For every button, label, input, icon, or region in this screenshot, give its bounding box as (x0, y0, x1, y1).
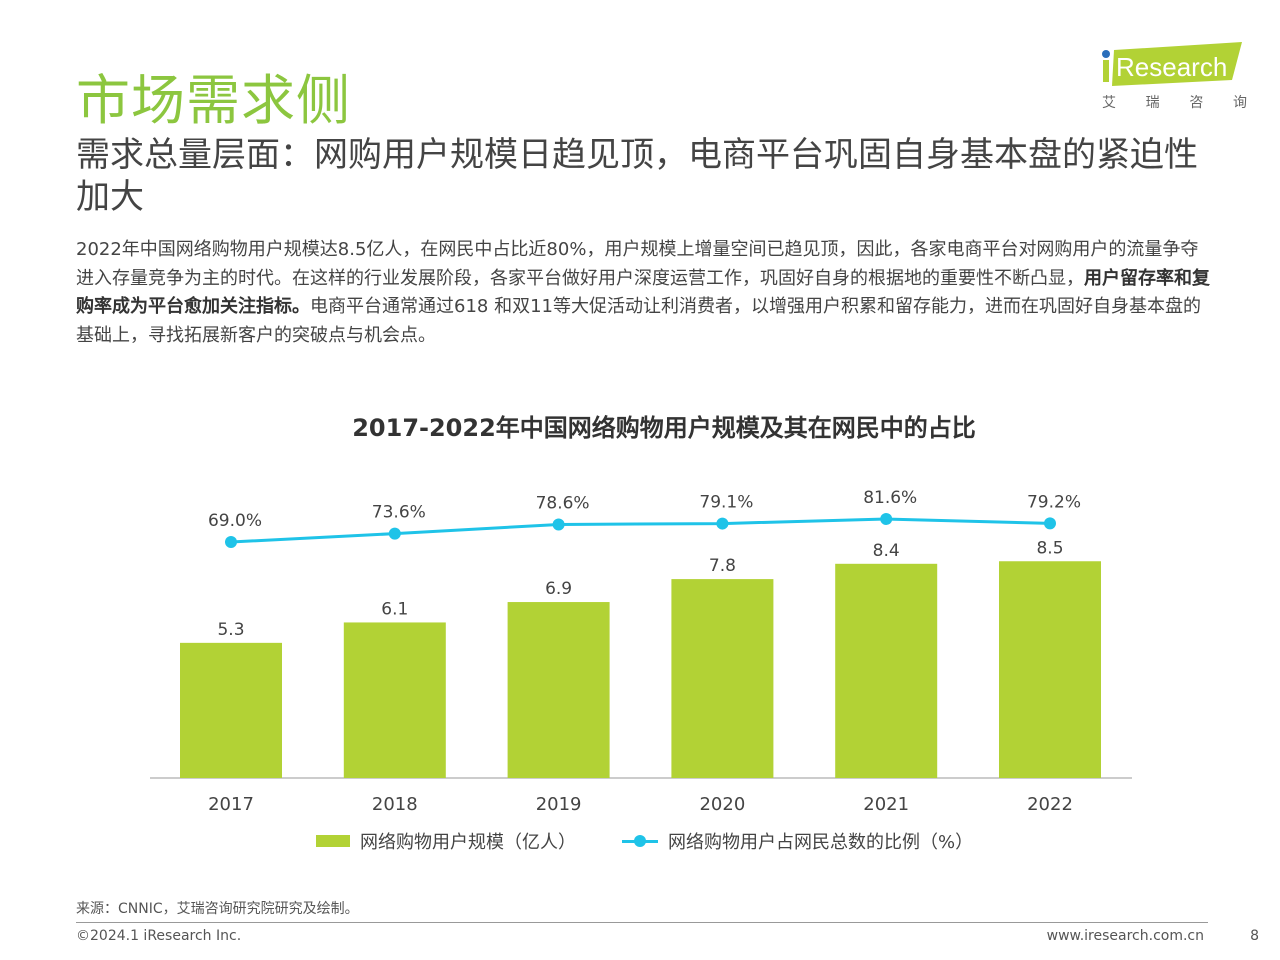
body-text-part: 电商平台通常通过618 和双11等大促活动让利消费者，以增强用户积累和留存能力，… (76, 296, 1201, 346)
bar (999, 561, 1101, 778)
source-note: 来源：CNNIC，艾瑞咨询研究院研究及绘制。 (76, 901, 359, 917)
x-tick-label: 2021 (863, 794, 909, 815)
logo-char: 瑞 (1145, 95, 1160, 111)
bar (835, 563, 938, 778)
bar (343, 622, 446, 778)
chart-title: 2017-2022年中国网络购物用户规模及其在网民中的占比 (352, 414, 976, 442)
page-subtitle: 需求总量层面：网购用户规模日趋见顶，电商平台巩固自身基本盘的紧迫性加大 (76, 135, 1198, 217)
page-number: 8 (1250, 928, 1259, 944)
footer-divider (76, 922, 1208, 923)
legend-line: 网络购物用户占网民总数的比例（%） (622, 828, 973, 854)
line-point (225, 536, 237, 548)
x-tick-label: 2020 (699, 794, 745, 815)
logo-char: 询 (1232, 95, 1247, 111)
line-label: 79.1% (699, 493, 753, 513)
page-title: 市场需求侧 (76, 69, 351, 132)
line-point (1044, 517, 1056, 530)
x-tick-label: 2022 (1027, 794, 1073, 815)
legend-bar: 网络购物用户规模（亿人） (316, 828, 576, 854)
line-label: 69.0% (208, 511, 262, 531)
line-point (552, 518, 565, 531)
legend-bar-swatch (316, 835, 350, 847)
bar-label: 8.5 (1036, 538, 1063, 558)
line-label: 81.6% (863, 488, 917, 508)
iresearch-logo: Research (1102, 42, 1242, 86)
x-tick-label: 2018 (372, 794, 418, 815)
line-point (388, 527, 401, 540)
bar (180, 642, 282, 778)
bar-label: 5.3 (217, 620, 244, 640)
copyright: ©2024.1 iResearch Inc. (76, 928, 242, 944)
website-link[interactable]: www.iresearch.com.cn (1046, 928, 1204, 944)
body-text-bold: 用户留存率和复购率成为平台愈加关注指标。 (76, 267, 1210, 318)
logo-chinese: 艾 瑞 咨 询 (1102, 92, 1247, 112)
bar-label: 7.8 (709, 556, 736, 576)
bar (671, 579, 774, 778)
line-label: 78.6% (536, 493, 590, 513)
bar (507, 602, 610, 778)
bar-label: 6.1 (381, 599, 408, 619)
body-text-part: 2022年中国网络购物用户规模达8.5亿人，在网民中占比近80%，用户规模上增量… (76, 239, 1199, 289)
bar-label: 8.4 (873, 541, 900, 561)
legend-bar-label: 网络购物用户规模（亿人） (360, 832, 576, 853)
legend-line-label: 网络购物用户占网民总数的比例（%） (668, 832, 974, 853)
legend-line-swatch (622, 834, 658, 847)
svg-text:Research: Research (1116, 52, 1227, 82)
line-point (880, 513, 893, 526)
x-tick-label: 2019 (536, 794, 582, 815)
body-text: 2022年中国网络购物用户规模达8.5亿人，在网民中占比近80%，用户规模上增量… (76, 236, 1216, 350)
logo-char: 咨 (1189, 95, 1204, 111)
line-label: 79.2% (1027, 492, 1081, 512)
line-point (716, 517, 729, 530)
line-series (230, 517, 1051, 544)
x-tick-label: 2017 (208, 794, 254, 815)
logo-char: 艾 (1102, 95, 1116, 111)
bar-label: 6.9 (545, 579, 572, 599)
line-label: 73.6% (372, 503, 426, 523)
